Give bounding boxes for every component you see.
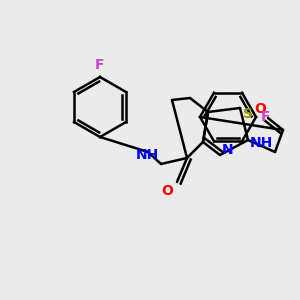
Text: NH: NH — [136, 148, 159, 162]
Text: F: F — [95, 58, 105, 72]
Text: N: N — [222, 143, 234, 157]
Text: S: S — [243, 107, 253, 121]
Text: NH: NH — [250, 136, 273, 150]
Text: O: O — [161, 184, 173, 198]
Text: O: O — [254, 102, 266, 116]
Text: F: F — [261, 110, 271, 124]
